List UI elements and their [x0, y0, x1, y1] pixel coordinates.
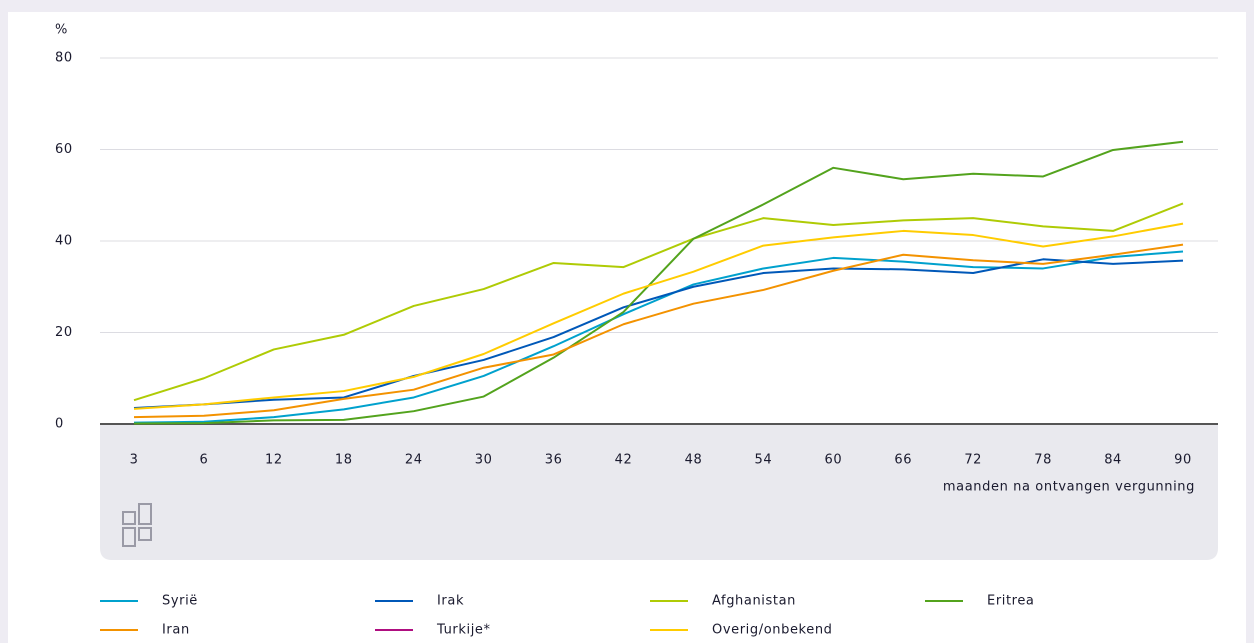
legend-label: Afghanistan — [712, 594, 796, 609]
x-tick-label: 3 — [130, 453, 139, 468]
series-line — [133, 202, 1184, 402]
legend-label: Eritrea — [987, 594, 1035, 609]
x-tick-label: 90 — [1174, 453, 1192, 468]
series-line — [133, 140, 1184, 425]
x-tick-label: 24 — [405, 453, 423, 468]
x-tick-label: 54 — [755, 453, 773, 468]
legend-label: Turkije* — [436, 623, 491, 638]
legend-label: Iran — [162, 623, 190, 638]
x-tick-label: 36 — [545, 453, 563, 468]
series-line — [133, 258, 1184, 409]
y-axis-label: % — [55, 23, 68, 38]
x-tick-label: 42 — [615, 453, 633, 468]
x-axis-band — [100, 424, 1218, 560]
logo — [122, 503, 152, 547]
legend-label: Overig/onbekend — [712, 623, 833, 638]
legend-label: Irak — [437, 594, 464, 609]
x-tick-label: 12 — [265, 453, 283, 468]
x-axis-label: maanden na ontvangen vergunning — [943, 480, 1195, 495]
x-tick-label: 30 — [475, 453, 493, 468]
x-tick-label: 72 — [964, 453, 982, 468]
y-tick-label: 80 — [55, 51, 73, 66]
x-tick-label: 48 — [685, 453, 703, 468]
y-tick-label: 0 — [55, 417, 64, 432]
legend-label: Syrië — [162, 594, 198, 609]
x-tick-label: 78 — [1034, 453, 1052, 468]
y-tick-label: 60 — [55, 142, 73, 157]
series-line — [133, 243, 1184, 419]
series-line — [133, 250, 1184, 424]
x-tick-label: 84 — [1104, 453, 1122, 468]
y-tick-label: 40 — [55, 234, 73, 249]
x-tick-label: 66 — [894, 453, 912, 468]
series-line — [133, 222, 1184, 410]
y-tick-label: 20 — [55, 325, 73, 340]
x-tick-label: 60 — [824, 453, 842, 468]
x-tick-label: 6 — [199, 453, 208, 468]
x-tick-label: 18 — [335, 453, 353, 468]
